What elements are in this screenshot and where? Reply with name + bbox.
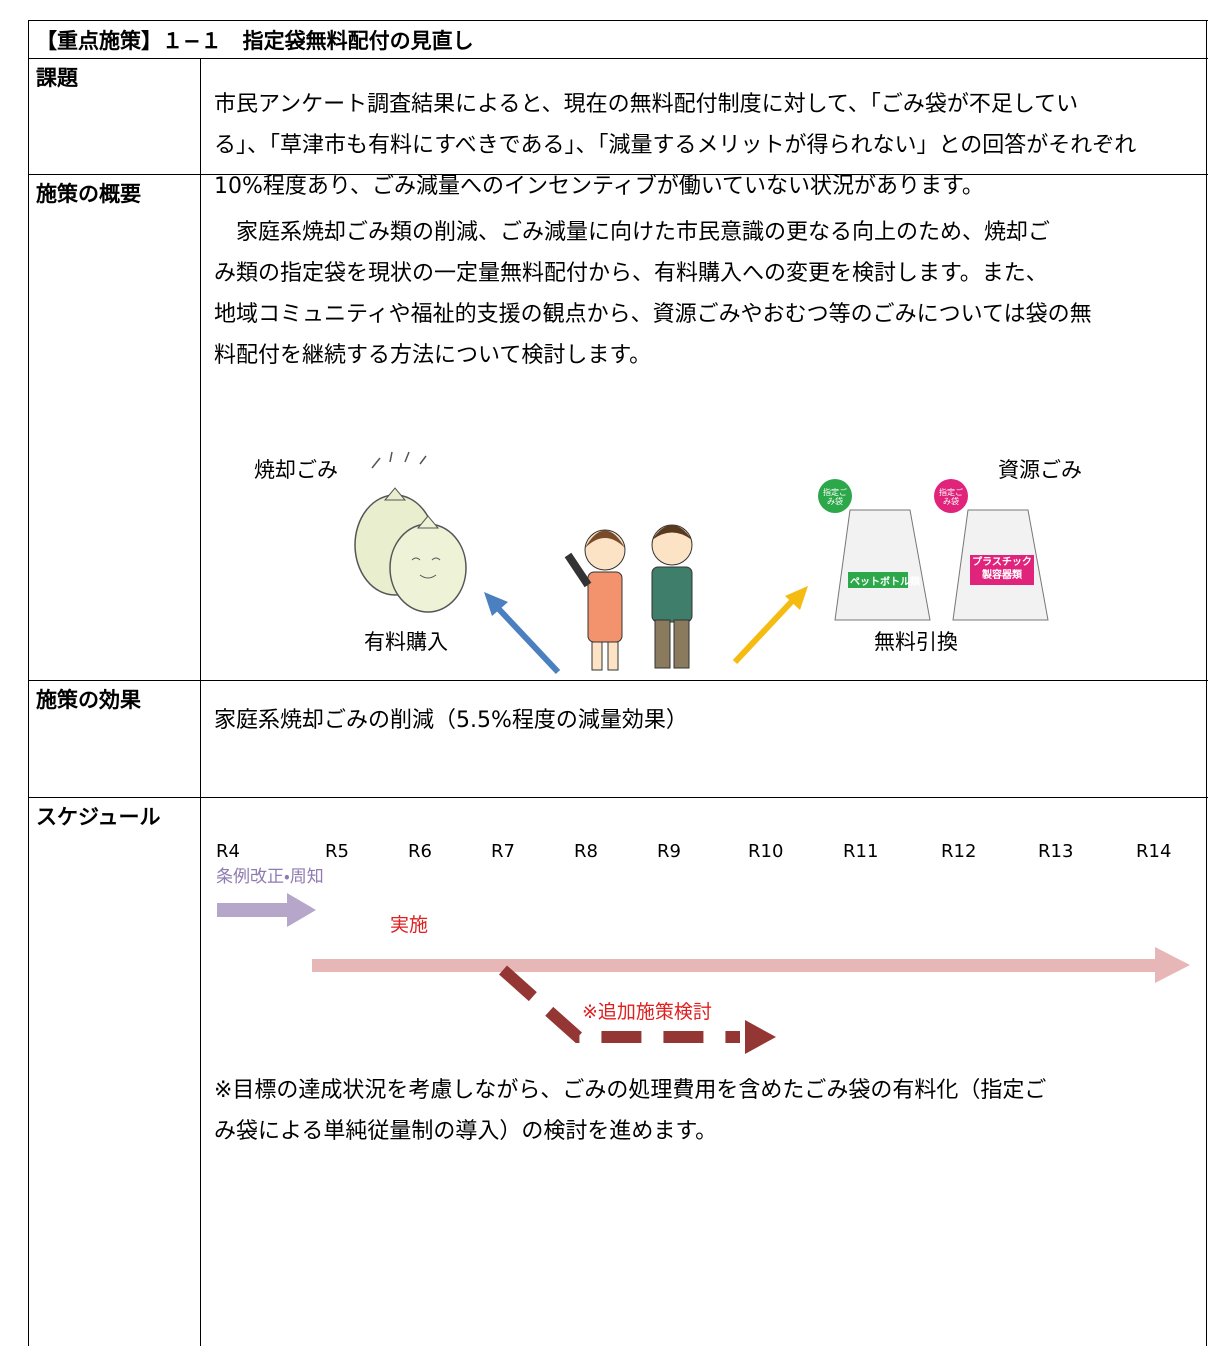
border: [1206, 20, 1207, 1346]
row-label: 課題: [36, 66, 78, 90]
arrowhead: [484, 592, 508, 616]
phase3-arrowhead: [745, 1020, 776, 1054]
row-text: ※目標の達成状況を考慮しながら、ごみの処理費用を含めたごみ袋の有料化（指定ご: [214, 1078, 1047, 1103]
year-label: R6: [408, 841, 432, 862]
year-label: R13: [1038, 841, 1074, 862]
row-text: 家庭系焼却ごみ類の削減、ごみ減量に向けた市民意識の更なる向上のため、焼却ご: [214, 220, 1051, 245]
illustration-label: 焼却ごみ: [254, 458, 338, 482]
border: [28, 174, 1208, 175]
arrow: [492, 602, 561, 675]
phase-label: ※追加施策検討: [582, 1001, 712, 1023]
illustration-caption: 無料引換: [874, 630, 958, 654]
people: [564, 524, 693, 671]
bag-tag: 指定ごみ袋: [823, 488, 847, 506]
bag-label: プラスチック製容器類: [972, 557, 1032, 581]
year-label: R11: [843, 841, 879, 862]
row-label: 施策の効果: [36, 688, 141, 712]
row-text: 地域コミュニティや福祉的支援の観点から、資源ごみやおむつ等のごみについては袋の無: [214, 302, 1092, 327]
phase1-arrowhead: [287, 893, 316, 927]
bag-tag: 指定ごみ袋: [939, 488, 963, 506]
border: [28, 20, 29, 1346]
year-label: R10: [748, 841, 784, 862]
row-text: 10%程度あり、ごみ減量へのインセンティブが働いていない状況があります。: [214, 174, 984, 199]
row-text: み袋による単純従量制の導入）の検討を進めます。: [214, 1119, 718, 1144]
year-label: R7: [491, 841, 515, 862]
phase-label: 実施: [390, 914, 429, 936]
border: [28, 797, 1208, 798]
phase2-arrow: [312, 959, 1158, 972]
arrow: [732, 595, 798, 665]
bag-label: ペットボトル類: [850, 577, 920, 588]
row-label: スケジュール: [36, 805, 161, 829]
title: 【重点施策】１−１ 指定袋無料配付の見直し: [36, 29, 474, 53]
row-text: る」、「草津市も有料にすべきである」、「減量するメリットが得られない」との回答が…: [214, 133, 1137, 158]
row-text: み類の指定袋を現状の一定量無料配付から、有料購入への変更を検討します。また、: [214, 261, 1048, 286]
year-label: R12: [941, 841, 977, 862]
border: [28, 20, 1208, 21]
border: [200, 58, 201, 1346]
illustration-caption: 有料購入: [364, 630, 448, 654]
row-text: 市民アンケート調査結果によると、現在の無料配付制度に対して、「ごみ袋が不足してい: [214, 92, 1079, 117]
year-label: R5: [325, 841, 349, 862]
phase1-arrow: [217, 903, 287, 917]
year-label: R14: [1136, 841, 1172, 862]
illustration-label: 資源ごみ: [998, 458, 1082, 482]
border: [28, 58, 1208, 59]
arrowhead: [785, 586, 808, 610]
phase-label: 条例改正・周知: [216, 867, 324, 887]
row-label: 施策の概要: [36, 182, 141, 206]
row-text: 家庭系焼却ごみの削減（5.5%程度の減量効果）: [214, 708, 688, 733]
year-label: R8: [574, 841, 598, 862]
row-text: 料配付を継続する方法について検討します。: [214, 343, 652, 368]
phase2-arrowhead: [1155, 947, 1190, 983]
resource-bags: [818, 479, 1049, 621]
year-label: R4: [216, 841, 240, 862]
border: [28, 680, 1208, 681]
garbage-bags: [354, 451, 467, 613]
year-label: R9: [657, 841, 681, 862]
